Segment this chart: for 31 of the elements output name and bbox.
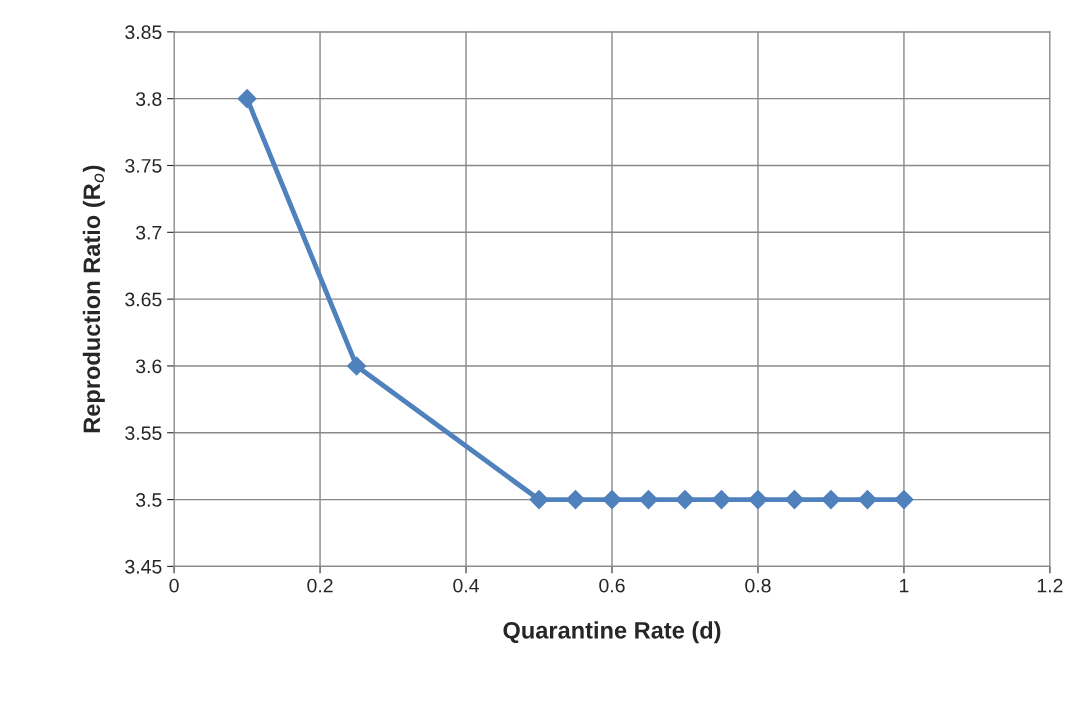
point [529,490,549,510]
y-tick-label: 3.5 [135,493,162,507]
point [237,89,257,109]
point [347,356,367,376]
x-tick-label: 0.8 [745,578,771,593]
y-axis-title: Reproduction Ratio (R$_{o}$) [82,165,105,433]
point [675,490,695,510]
y-tick-label: 3.55 [125,426,162,440]
point [784,490,805,510]
x-tick-label: 0.6 [599,578,625,593]
point [748,490,768,510]
y-tick-label: 3.8 [135,92,162,106]
y-tick-label: 3.65 [125,292,162,307]
point [821,490,841,510]
point [565,490,586,510]
point [894,490,914,510]
point [602,490,622,510]
x-tick-label: 0.2 [307,578,333,593]
y-tick-label: 3.45 [125,559,162,574]
x-tick-label: 0 [169,578,179,593]
x-tick-label: 1.2 [1037,578,1063,593]
y-tick-label: 3.6 [135,359,162,374]
x-tick-label: 1 [900,578,909,593]
x-tick-label: 0.4 [453,578,479,593]
y-tick-label: 3.85 [125,25,162,40]
point [711,490,732,510]
x-axis-title: Quarantine Rate (d) [503,621,721,644]
y-tick-label: 3.75 [125,158,162,173]
point [638,490,659,510]
y-tick-label: 3.7 [135,225,162,240]
point [857,490,877,510]
